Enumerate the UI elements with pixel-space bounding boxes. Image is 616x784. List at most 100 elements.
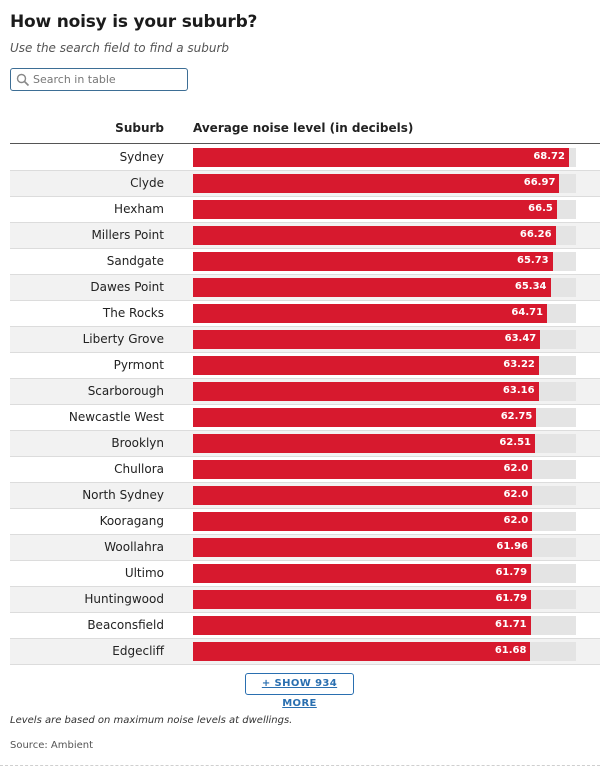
table-row: Clyde 66.97 [10,171,600,197]
bar-track: 64.71 [193,304,576,323]
bar-value-label: 63.47 [504,333,537,344]
noise-bar: 65.34 [193,278,551,297]
bar-value-label: 61.79 [495,593,528,604]
suburb-name: Hexham [114,202,164,216]
table-row: Beaconsfield 61.71 [10,613,600,639]
bar-track: 63.16 [193,382,576,401]
bar-value-label: 66.26 [519,229,552,240]
bar-track: 61.79 [193,564,576,583]
suburb-name: Chullora [114,462,164,476]
bar-track: 62.0 [193,460,576,479]
column-header-noise-level[interactable]: Average noise level (in decibels) [193,121,414,135]
page-subtitle: Use the search field to find a suburb [10,41,230,55]
suburb-name: Huntingwood [84,592,164,606]
bar-value-label: 62.51 [499,437,532,448]
bar-value-label: 62.0 [503,489,529,500]
table-row: Scarborough 63.16 [10,379,600,405]
table-row: Woollahra 61.96 [10,535,600,561]
table-row: Sandgate 65.73 [10,249,600,275]
noise-bar: 63.16 [193,382,539,401]
bar-value-label: 62.0 [503,463,529,474]
bar-track: 62.75 [193,408,576,427]
bar-track: 65.34 [193,278,576,297]
bar-track: 66.26 [193,226,576,245]
table-row: Kooragang 62.0 [10,509,600,535]
bottom-divider [0,765,600,766]
suburb-name: Brooklyn [111,436,164,450]
bar-track: 66.5 [193,200,576,219]
bar-value-label: 68.72 [533,151,565,162]
suburb-name: Kooragang [99,514,164,528]
bar-track: 62.0 [193,512,576,531]
search-input[interactable] [33,71,183,88]
suburb-name: Woollahra [104,540,164,554]
table-row: Pyrmont 63.22 [10,353,600,379]
suburb-name: Millers Point [91,228,164,242]
bar-value-label: 66.5 [528,203,553,214]
bar-value-label: 64.71 [511,307,544,318]
suburb-name: Edgecliff [112,644,164,658]
bar-value-label: 61.71 [495,619,527,630]
noise-bar: 65.73 [193,252,553,271]
bar-track: 62.51 [193,434,576,453]
bar-value-label: 61.96 [496,541,528,552]
search-box[interactable] [10,68,188,91]
table-row: Hexham 66.5 [10,197,600,223]
noise-bar: 62.0 [193,460,533,479]
suburb-name: Clyde [130,176,164,190]
bar-track: 61.96 [193,538,576,557]
noise-bar: 63.47 [193,330,541,349]
bar-track: 62.0 [193,486,576,505]
table-row: Dawes Point 65.34 [10,275,600,301]
show-more-button[interactable]: + SHOW 934 MORE [245,673,354,709]
bar-value-label: 61.79 [495,567,528,578]
suburb-name: Beaconsfield [87,618,164,632]
noise-bar: 63.22 [193,356,539,375]
bar-track: 61.71 [193,616,576,635]
noise-bar: 61.68 [193,642,531,661]
source-credit: Source: Ambient [10,740,94,751]
noise-bar: 61.96 [193,538,532,557]
noise-bar: 68.72 [193,148,569,167]
table-row: Chullora 62.0 [10,457,600,483]
table-row: Newcastle West 62.75 [10,405,600,431]
suburb-name: Scarborough [87,384,164,398]
column-header-suburb[interactable]: Suburb [115,121,164,135]
noise-bar: 62.51 [193,434,536,453]
noise-bar: 61.71 [193,616,531,635]
bar-value-label: 62.75 [500,411,533,422]
noise-bar: 66.5 [193,200,557,219]
bar-value-label: 63.16 [502,385,535,396]
noise-bar: 66.97 [193,174,560,193]
suburb-name: Liberty Grove [82,332,164,346]
bar-value-label: 65.73 [516,255,549,266]
suburb-name: Pyrmont [113,358,164,372]
noise-bar: 62.75 [193,408,537,427]
bar-track: 63.47 [193,330,576,349]
header-divider [10,143,600,144]
bar-value-label: 62.0 [503,515,529,526]
table-row: The Rocks 64.71 [10,301,600,327]
bar-track: 65.73 [193,252,576,271]
bar-track: 61.79 [193,590,576,609]
bar-track: 66.97 [193,174,576,193]
bar-track: 63.22 [193,356,576,375]
page-title: How noisy is your suburb? [10,12,258,32]
table-row: Sydney 68.72 [10,145,600,171]
table-body: Sydney 68.72 Clyde 66.97 Hexham 66.5 Millers P… [10,145,600,665]
noise-bar: 62.0 [193,512,533,531]
noise-bar: 61.79 [193,564,532,583]
suburb-name: Dawes Point [90,280,164,294]
footnote: Levels are based on maximum noise levels… [10,715,293,726]
noise-bar: 64.71 [193,304,548,323]
suburb-name: Sandgate [106,254,164,268]
bar-value-label: 66.97 [523,177,556,188]
table-row: Ultimo 61.79 [10,561,600,587]
bar-track: 68.72 [193,148,576,167]
bar-value-label: 63.22 [503,359,535,370]
table-row: Liberty Grove 63.47 [10,327,600,353]
suburb-name: North Sydney [82,488,164,502]
suburb-name: Newcastle West [68,410,164,424]
suburb-name: The Rocks [102,306,164,320]
